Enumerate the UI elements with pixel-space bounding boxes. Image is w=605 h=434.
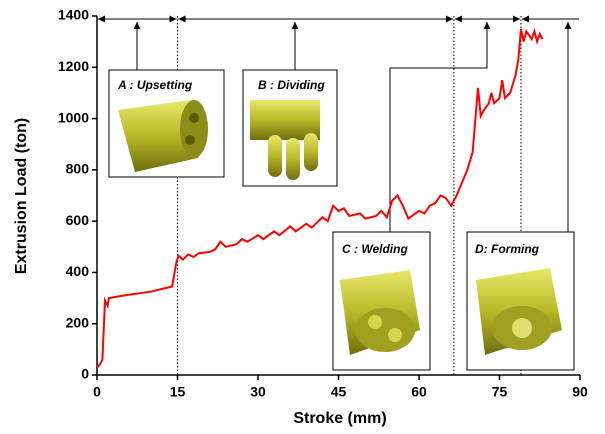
x-tick-label: 0 <box>93 384 101 400</box>
y-tick-label: 200 <box>66 314 90 330</box>
chart: A : Upsetting B : Dividing C : Welding D… <box>0 0 605 434</box>
x-tick-label: 60 <box>411 384 427 400</box>
stage-box-b: B : Dividing <box>243 70 337 186</box>
stage-box-c: C : Welding <box>333 232 430 370</box>
x-tick-label: 75 <box>492 384 508 400</box>
y-tick-label: 1000 <box>58 109 89 125</box>
y-axis-title: Extrusion Load (ton) <box>13 118 30 274</box>
stage-label: C : Welding <box>342 242 408 256</box>
x-tick-label: 15 <box>170 384 186 400</box>
y-tick-label: 400 <box>66 263 90 279</box>
x-tick-label: 90 <box>572 384 588 400</box>
x-tick-label: 45 <box>331 384 347 400</box>
leader-c <box>390 22 487 232</box>
stage-label: B : Dividing <box>258 78 325 92</box>
y-tick-label: 1400 <box>58 7 89 23</box>
y-tick-label: 1200 <box>58 58 89 74</box>
stage-label: D: Forming <box>475 242 540 256</box>
y-tick-label: 600 <box>66 212 90 228</box>
x-axis-title: Stroke (mm) <box>293 410 386 427</box>
x-tick-label: 30 <box>250 384 266 400</box>
y-tick-label: 800 <box>66 161 90 177</box>
stage-box-d: D: Forming <box>467 232 574 370</box>
y-tick-label: 0 <box>81 366 89 382</box>
stage-box-a: A : Upsetting <box>109 70 224 177</box>
page: A : Upsetting B : Dividing C : Welding D… <box>0 0 605 434</box>
stage-label: A : Upsetting <box>117 78 193 92</box>
